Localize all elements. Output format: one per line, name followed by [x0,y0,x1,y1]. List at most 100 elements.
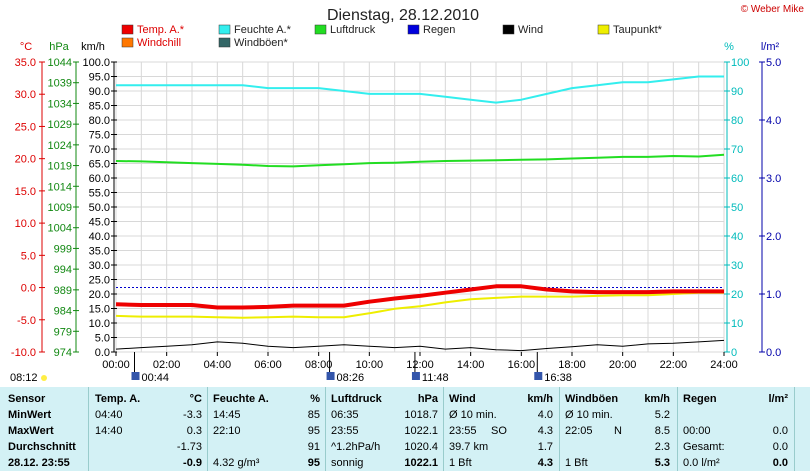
legend-swatch [121,37,134,48]
temp-tick-label: -5.0 [17,315,36,327]
wind-value: 4.0 [537,409,553,421]
wind-tick-label: 100.0 [82,57,110,69]
pressure-axis-unit: hPa [49,41,69,53]
pressure-tick-label: 994 [54,264,72,276]
time-marker-label: 00:44 [141,372,169,384]
table-header-gusts: Windböen [565,393,619,405]
legend-swatch [121,24,134,35]
pressure-tick-label: 1039 [48,78,72,90]
temp-tick-label: 0.0 [21,283,36,295]
wind-tick-label: 70.0 [89,144,110,156]
table-header-humidity-unit: % [310,393,320,405]
gusts-time: 1 Bft [565,457,588,469]
humidity-tick-label: 60 [731,173,743,185]
table-header-pressure: Luftdruck [331,393,382,405]
humidity-tick-label: 30 [731,260,743,272]
table-header-humidity: Feuchte A. [213,393,269,405]
moon-icon [326,372,335,380]
wind-time: 1 Bft [449,457,472,469]
legend-swatch [218,37,231,48]
rain-tick-label: 2.0 [766,231,781,243]
gusts-direction: N [614,425,622,437]
temp-tick-label: 25.0 [15,121,36,133]
sun-icon [41,375,47,381]
time-marker-label: 16:38 [544,372,572,384]
temp-tick-label: 35.0 [15,57,36,69]
x-tick-label: 02:00 [153,359,181,371]
table-header-sensor: Sensor [8,393,46,405]
pressure-tick-label: 999 [54,243,72,255]
wind-value: 1.7 [537,441,553,453]
rain-tick-label: 0.0 [766,347,781,359]
pressure-value: 1020.4 [404,441,438,453]
pressure-tick-label: 1044 [48,57,72,69]
legend-label: Luftdruck [330,24,376,36]
pressure-tick-label: 1024 [48,140,72,152]
table-header-temp-unit: °C [189,393,202,405]
stats-table: Sensor Temp. A. °C Feuchte A. % Luftdruc… [0,387,810,471]
wind-tick-label: 40.0 [89,231,110,243]
humidity-value: 91 [307,441,320,453]
legend-label: Regen [423,24,455,36]
chart-title: Dienstag, 28.12.2010 [327,7,479,24]
table-header-wind: Wind [449,393,476,405]
humidity-tick-label: 100 [731,57,749,69]
pressure-tick-label: 1014 [48,181,72,193]
rain-value: 0.0 [772,441,788,453]
temp-value: -0.9 [183,457,202,469]
wind-time: 39.7 km [449,441,489,453]
table-header-rain: Regen [683,393,717,405]
legend-swatch [218,24,231,35]
pressure-time: ^1.2hPa/h [331,441,381,453]
pressure-tick-label: 1009 [48,202,72,214]
wind-tick-label: 25.0 [89,275,110,287]
pressure-time: 23:55 [331,425,359,437]
copyright: © Weber Mike [741,4,805,15]
rain-value: 0.0 [772,457,788,469]
wind-tick-label: 50.0 [89,202,110,214]
moon-icon [534,372,543,380]
moon-icon [131,372,140,380]
x-tick-label: 10:00 [356,359,384,371]
x-tick-label: 18:00 [558,359,586,371]
wind-tick-label: 65.0 [89,159,110,171]
row-label: Durchschnitt [8,441,76,453]
pressure-tick-label: 1029 [48,119,72,131]
wind-tick-label: 95.0 [89,72,110,84]
pressure-value: 1022.1 [404,425,438,437]
x-tick-label: 12:00 [406,359,434,371]
table-header-rain-unit: l/m² [768,393,788,405]
rain-time: 00:00 [683,425,711,437]
legend-swatch [407,24,420,35]
wind-tick-label: 5.0 [95,333,110,345]
gusts-time: Ø 10 min. [565,409,613,421]
humidity-value: 85 [307,409,320,421]
temp-value: 0.3 [186,425,202,437]
table-header-temp: Temp. A. [95,393,141,405]
humidity-tick-label: 10 [731,318,743,330]
series-line-feuchtea [116,75,724,104]
humidity-tick-label: 20 [731,289,743,301]
rain-time: 0.0 l/m² [683,457,720,469]
humidity-tick-label: 50 [731,202,743,214]
humidity-tick-label: 80 [731,115,743,127]
gusts-value: 5.2 [654,409,670,421]
legend-swatch [314,24,327,35]
gusts-value: 2.3 [654,441,670,453]
wind-tick-label: 90.0 [89,86,110,98]
wind-direction: SO [491,425,507,437]
temp-tick-label: 10.0 [15,218,36,230]
temp-tick-label: 20.0 [15,154,36,166]
humidity-tick-label: 0 [731,347,737,359]
wind-tick-label: 30.0 [89,260,110,272]
table-header-pressure-unit: hPa [417,393,438,405]
series-line-wind [115,339,725,352]
wind-tick-label: 85.0 [89,101,110,113]
wind-tick-label: 60.0 [89,173,110,185]
pressure-time: sonnig [331,457,364,469]
wind-time: Ø 10 min. [449,409,497,421]
temp-tick-label: 30.0 [15,89,36,101]
rain-value: 0.0 [772,425,788,437]
wind-value: 4.3 [537,457,553,469]
legend-swatch [502,24,515,35]
